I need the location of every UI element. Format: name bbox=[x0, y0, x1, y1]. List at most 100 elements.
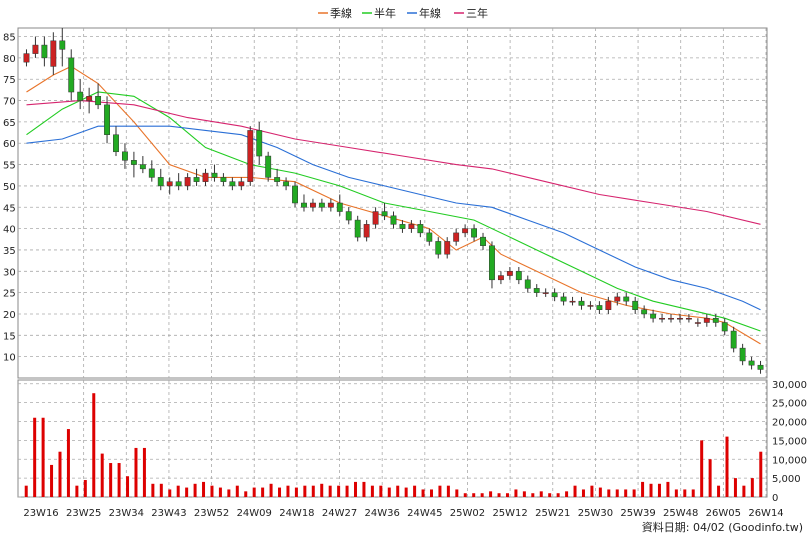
candlestick bbox=[569, 296, 576, 306]
candle-body bbox=[462, 228, 469, 234]
candlesticks bbox=[23, 28, 764, 374]
x-tick-label: 24W18 bbox=[279, 508, 314, 519]
candlestick bbox=[32, 36, 39, 58]
volume-bar bbox=[548, 493, 552, 497]
x-tick-label: 25W02 bbox=[450, 508, 485, 519]
candle-body bbox=[641, 309, 648, 315]
candle-body bbox=[32, 44, 39, 54]
volume-bar bbox=[109, 463, 113, 497]
candle-body bbox=[614, 296, 621, 302]
volume-bar bbox=[539, 491, 543, 497]
candlestick bbox=[506, 267, 513, 280]
candle-body bbox=[220, 177, 227, 182]
candle-body bbox=[506, 271, 513, 276]
legend-label: 季線 bbox=[330, 6, 352, 20]
candle-body bbox=[157, 177, 164, 187]
candle-body bbox=[148, 168, 155, 178]
volume-bar bbox=[733, 478, 737, 497]
price-y-tick-label: 15 bbox=[3, 331, 16, 342]
volume-bar bbox=[278, 487, 282, 497]
candlestick bbox=[50, 32, 57, 75]
candle-body bbox=[417, 224, 424, 234]
candlestick bbox=[739, 343, 746, 366]
candle-body bbox=[50, 40, 57, 67]
x-tick-label: 23W25 bbox=[66, 508, 101, 519]
candlestick bbox=[148, 160, 155, 182]
volume-bar bbox=[311, 485, 315, 497]
candle-body bbox=[202, 172, 209, 182]
candlestick bbox=[426, 228, 433, 246]
volume-bar bbox=[168, 489, 172, 497]
candle-body bbox=[381, 211, 388, 217]
candlestick bbox=[247, 126, 254, 186]
x-tick-label: 25W30 bbox=[578, 508, 613, 519]
candlestick bbox=[363, 220, 370, 242]
candle-body bbox=[712, 317, 719, 323]
candlestick bbox=[41, 36, 48, 67]
candlestick bbox=[23, 49, 30, 67]
volume-bar bbox=[429, 489, 433, 497]
volume-bar bbox=[674, 489, 678, 497]
volume-bar bbox=[320, 483, 324, 497]
candle-body bbox=[59, 40, 66, 50]
candlestick bbox=[694, 318, 701, 327]
volume-bar bbox=[362, 481, 366, 497]
candlestick bbox=[274, 168, 281, 186]
volume-bar bbox=[472, 493, 476, 497]
candlestick bbox=[327, 198, 334, 212]
candle-body bbox=[139, 164, 146, 170]
candlestick bbox=[381, 203, 388, 221]
candlestick bbox=[614, 292, 621, 306]
volume-bar bbox=[615, 489, 619, 497]
price-panel-frame bbox=[17, 27, 768, 379]
volume-bar bbox=[657, 483, 661, 497]
volume-bar bbox=[624, 489, 628, 497]
price-y-tick-label: 85 bbox=[3, 33, 16, 44]
candle-body bbox=[193, 177, 200, 182]
volume-bar bbox=[497, 493, 501, 497]
volume-bar bbox=[607, 489, 611, 497]
candle-body bbox=[748, 360, 755, 366]
candlestick bbox=[721, 318, 728, 336]
volume-bar bbox=[379, 485, 383, 497]
candlestick bbox=[265, 151, 272, 182]
price-y-tick-label: 65 bbox=[3, 118, 16, 129]
price-grid bbox=[18, 28, 767, 378]
x-axis: 23W16 23W25 23W34 23W43 23W52 24W09 24W18 24W27… bbox=[23, 508, 783, 519]
x-tick-label: 24W45 bbox=[407, 508, 442, 519]
legend-label: 年線 bbox=[419, 6, 441, 20]
candle-body bbox=[480, 236, 486, 246]
candle-body bbox=[694, 322, 701, 324]
candlestick bbox=[193, 168, 200, 186]
volume-bar bbox=[573, 485, 577, 497]
candlestick bbox=[757, 360, 764, 374]
price-y-tick-label: 80 bbox=[3, 54, 16, 65]
volume-bar bbox=[185, 487, 189, 497]
candlestick bbox=[668, 313, 674, 323]
candlestick bbox=[703, 313, 710, 327]
legend-item-4: 三年 bbox=[454, 6, 488, 20]
candle-body bbox=[435, 241, 442, 255]
price-y-tick-label: 55 bbox=[3, 161, 16, 172]
legend-label: 三年 bbox=[466, 6, 488, 20]
candle-body bbox=[453, 232, 460, 242]
candle-body bbox=[283, 181, 290, 187]
candle-body bbox=[23, 53, 30, 63]
candle-body bbox=[489, 245, 495, 281]
volume-bar bbox=[480, 493, 484, 497]
candle-body bbox=[560, 296, 567, 302]
volume-bar bbox=[303, 485, 307, 497]
volume-bar bbox=[666, 481, 670, 497]
volume-bar bbox=[581, 489, 585, 497]
volume-bar bbox=[227, 489, 231, 497]
volume-bar bbox=[202, 481, 206, 497]
volume-bar bbox=[100, 453, 104, 497]
candlestick bbox=[390, 211, 397, 229]
volume-bar bbox=[176, 485, 180, 497]
candle-body bbox=[524, 279, 531, 289]
price-y-tick-label: 20 bbox=[3, 310, 16, 321]
candle-body bbox=[256, 130, 263, 157]
candle-body bbox=[739, 347, 746, 362]
x-tick-label: 26W05 bbox=[706, 508, 741, 519]
